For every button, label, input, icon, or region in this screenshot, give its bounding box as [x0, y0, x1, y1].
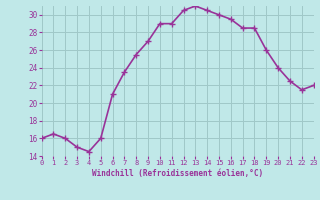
X-axis label: Windchill (Refroidissement éolien,°C): Windchill (Refroidissement éolien,°C): [92, 169, 263, 178]
